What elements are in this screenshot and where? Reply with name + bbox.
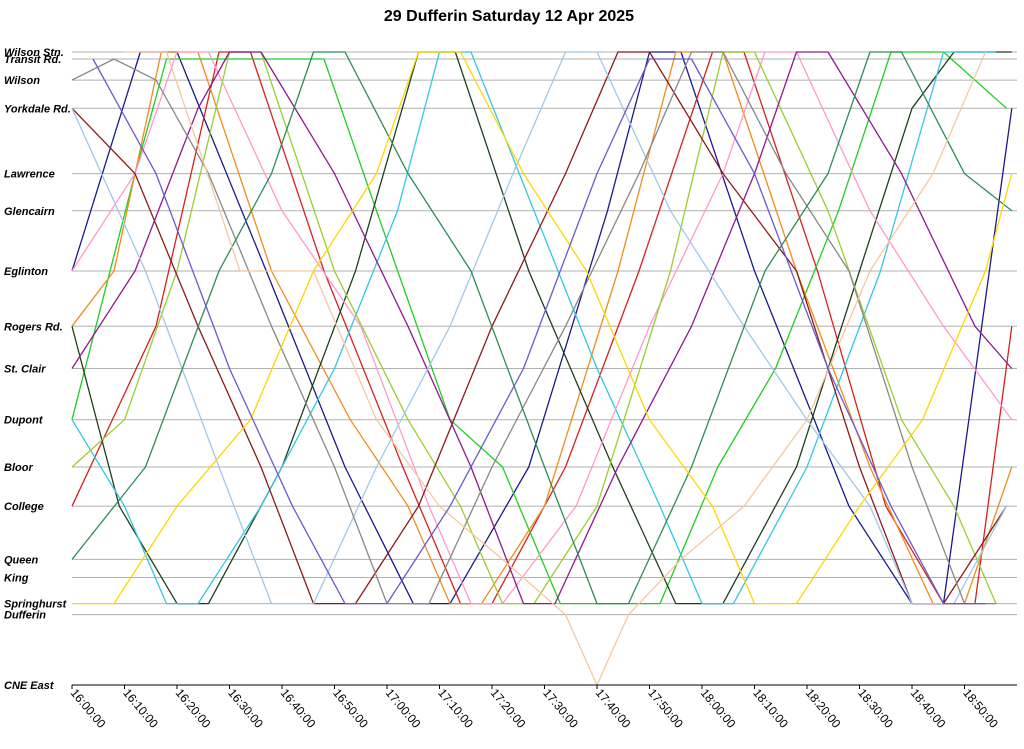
stop-label-wilson-stn: Wilson Stn.	[4, 47, 64, 59]
vehicle-trace-11	[71, 51, 1008, 605]
stop-label-college: College	[4, 501, 44, 513]
vehicle-trace-5	[71, 51, 1012, 605]
stop-label-wilson: Wilson	[4, 75, 40, 87]
stop-label-bloor: Bloor	[4, 462, 33, 474]
stop-gridlines	[72, 51, 1017, 686]
stop-label-eglinton: Eglinton	[4, 266, 48, 278]
x-tick-label-16-30-00: 16:30:00	[225, 686, 266, 731]
stop-label-lawrence: Lawrence	[4, 169, 55, 181]
chart-title: 29 Dufferin Saturday 12 Apr 2025	[384, 8, 634, 25]
stop-labels: Wilson Stn.Transit Rd. Wilson Yorkdale Rd.…	[4, 47, 71, 692]
vehicle-trace-9	[71, 51, 1008, 605]
x-tick-label-18-20-00: 18:20:00	[803, 686, 844, 731]
vehicle-trace-15	[124, 51, 987, 686]
x-tick-label-16-40-00: 16:40:00	[278, 686, 319, 731]
x-tick-label-17-30-00: 17:30:00	[540, 686, 581, 731]
stop-label-springhurst: Springhurst	[4, 599, 68, 611]
stop-label-queen: Queen	[4, 554, 39, 566]
vehicle-trace-7	[71, 51, 1013, 605]
vehicle-trace-1	[71, 51, 1013, 605]
stop-label-st-clair: St. Clair	[4, 364, 46, 376]
vehicle-trace-16	[92, 58, 986, 605]
x-tick-label-17-20-00: 17:20:00	[488, 686, 529, 731]
vehicle-trace-4	[71, 51, 1013, 605]
x-tick-label-18-10-00: 18:10:00	[750, 686, 791, 731]
x-tick-label-16-20-00: 16:20:00	[173, 686, 214, 731]
stop-label-glencairn: Glencairn	[4, 206, 55, 218]
x-tick-label-16-10-00: 16:10:00	[120, 686, 161, 731]
x-tick-label-16-50-00: 16:50:00	[330, 686, 371, 731]
vehicle-trace-10	[71, 51, 1013, 605]
vehicle-trace-14	[72, 51, 1013, 605]
stop-label-transit-rd: Transit Rd.	[4, 54, 61, 66]
x-tick-label-18-50-00: 18:50:00	[960, 686, 1001, 731]
vehicle-trace-13	[71, 51, 1013, 605]
stop-label-dupont: Dupont	[4, 415, 44, 427]
vehicle-trace-6	[71, 51, 996, 605]
stop-label-cne-east: CNE East	[4, 680, 55, 692]
vehicle-traces	[71, 51, 1013, 686]
x-tick-label-17-10-00: 17:10:00	[435, 686, 476, 731]
x-tick-label-18-30-00: 18:30:00	[855, 686, 896, 731]
vehicle-trace-2	[71, 51, 1013, 605]
vehicle-trace-8	[71, 51, 997, 605]
x-tick-label-18-40-00: 18:40:00	[908, 686, 949, 731]
x-tick-label-16-00-00: 16:00:00	[68, 686, 109, 731]
x-tick-label-17-40-00: 17:40:00	[593, 686, 634, 731]
x-tick-label-17-50-00: 17:50:00	[645, 686, 686, 731]
stop-label-dufferin: Dufferin	[4, 610, 46, 622]
vehicle-trace-3	[71, 51, 1007, 605]
stop-label-yorkdale-rd: Yorkdale Rd.	[4, 103, 71, 115]
stop-label-king: King	[4, 572, 29, 584]
stop-label-rogers-rd: Rogers Rd.	[4, 321, 63, 333]
x-tick-label-18-00-00: 18:00:00	[698, 686, 739, 731]
vehicle-trace-12	[71, 51, 996, 605]
x-tick-label-17-00-00: 17:00:00	[383, 686, 424, 731]
time-axis: 16:00:00 16:10:00 16:20:00 16:30:00 16:40:00…	[68, 684, 1017, 731]
